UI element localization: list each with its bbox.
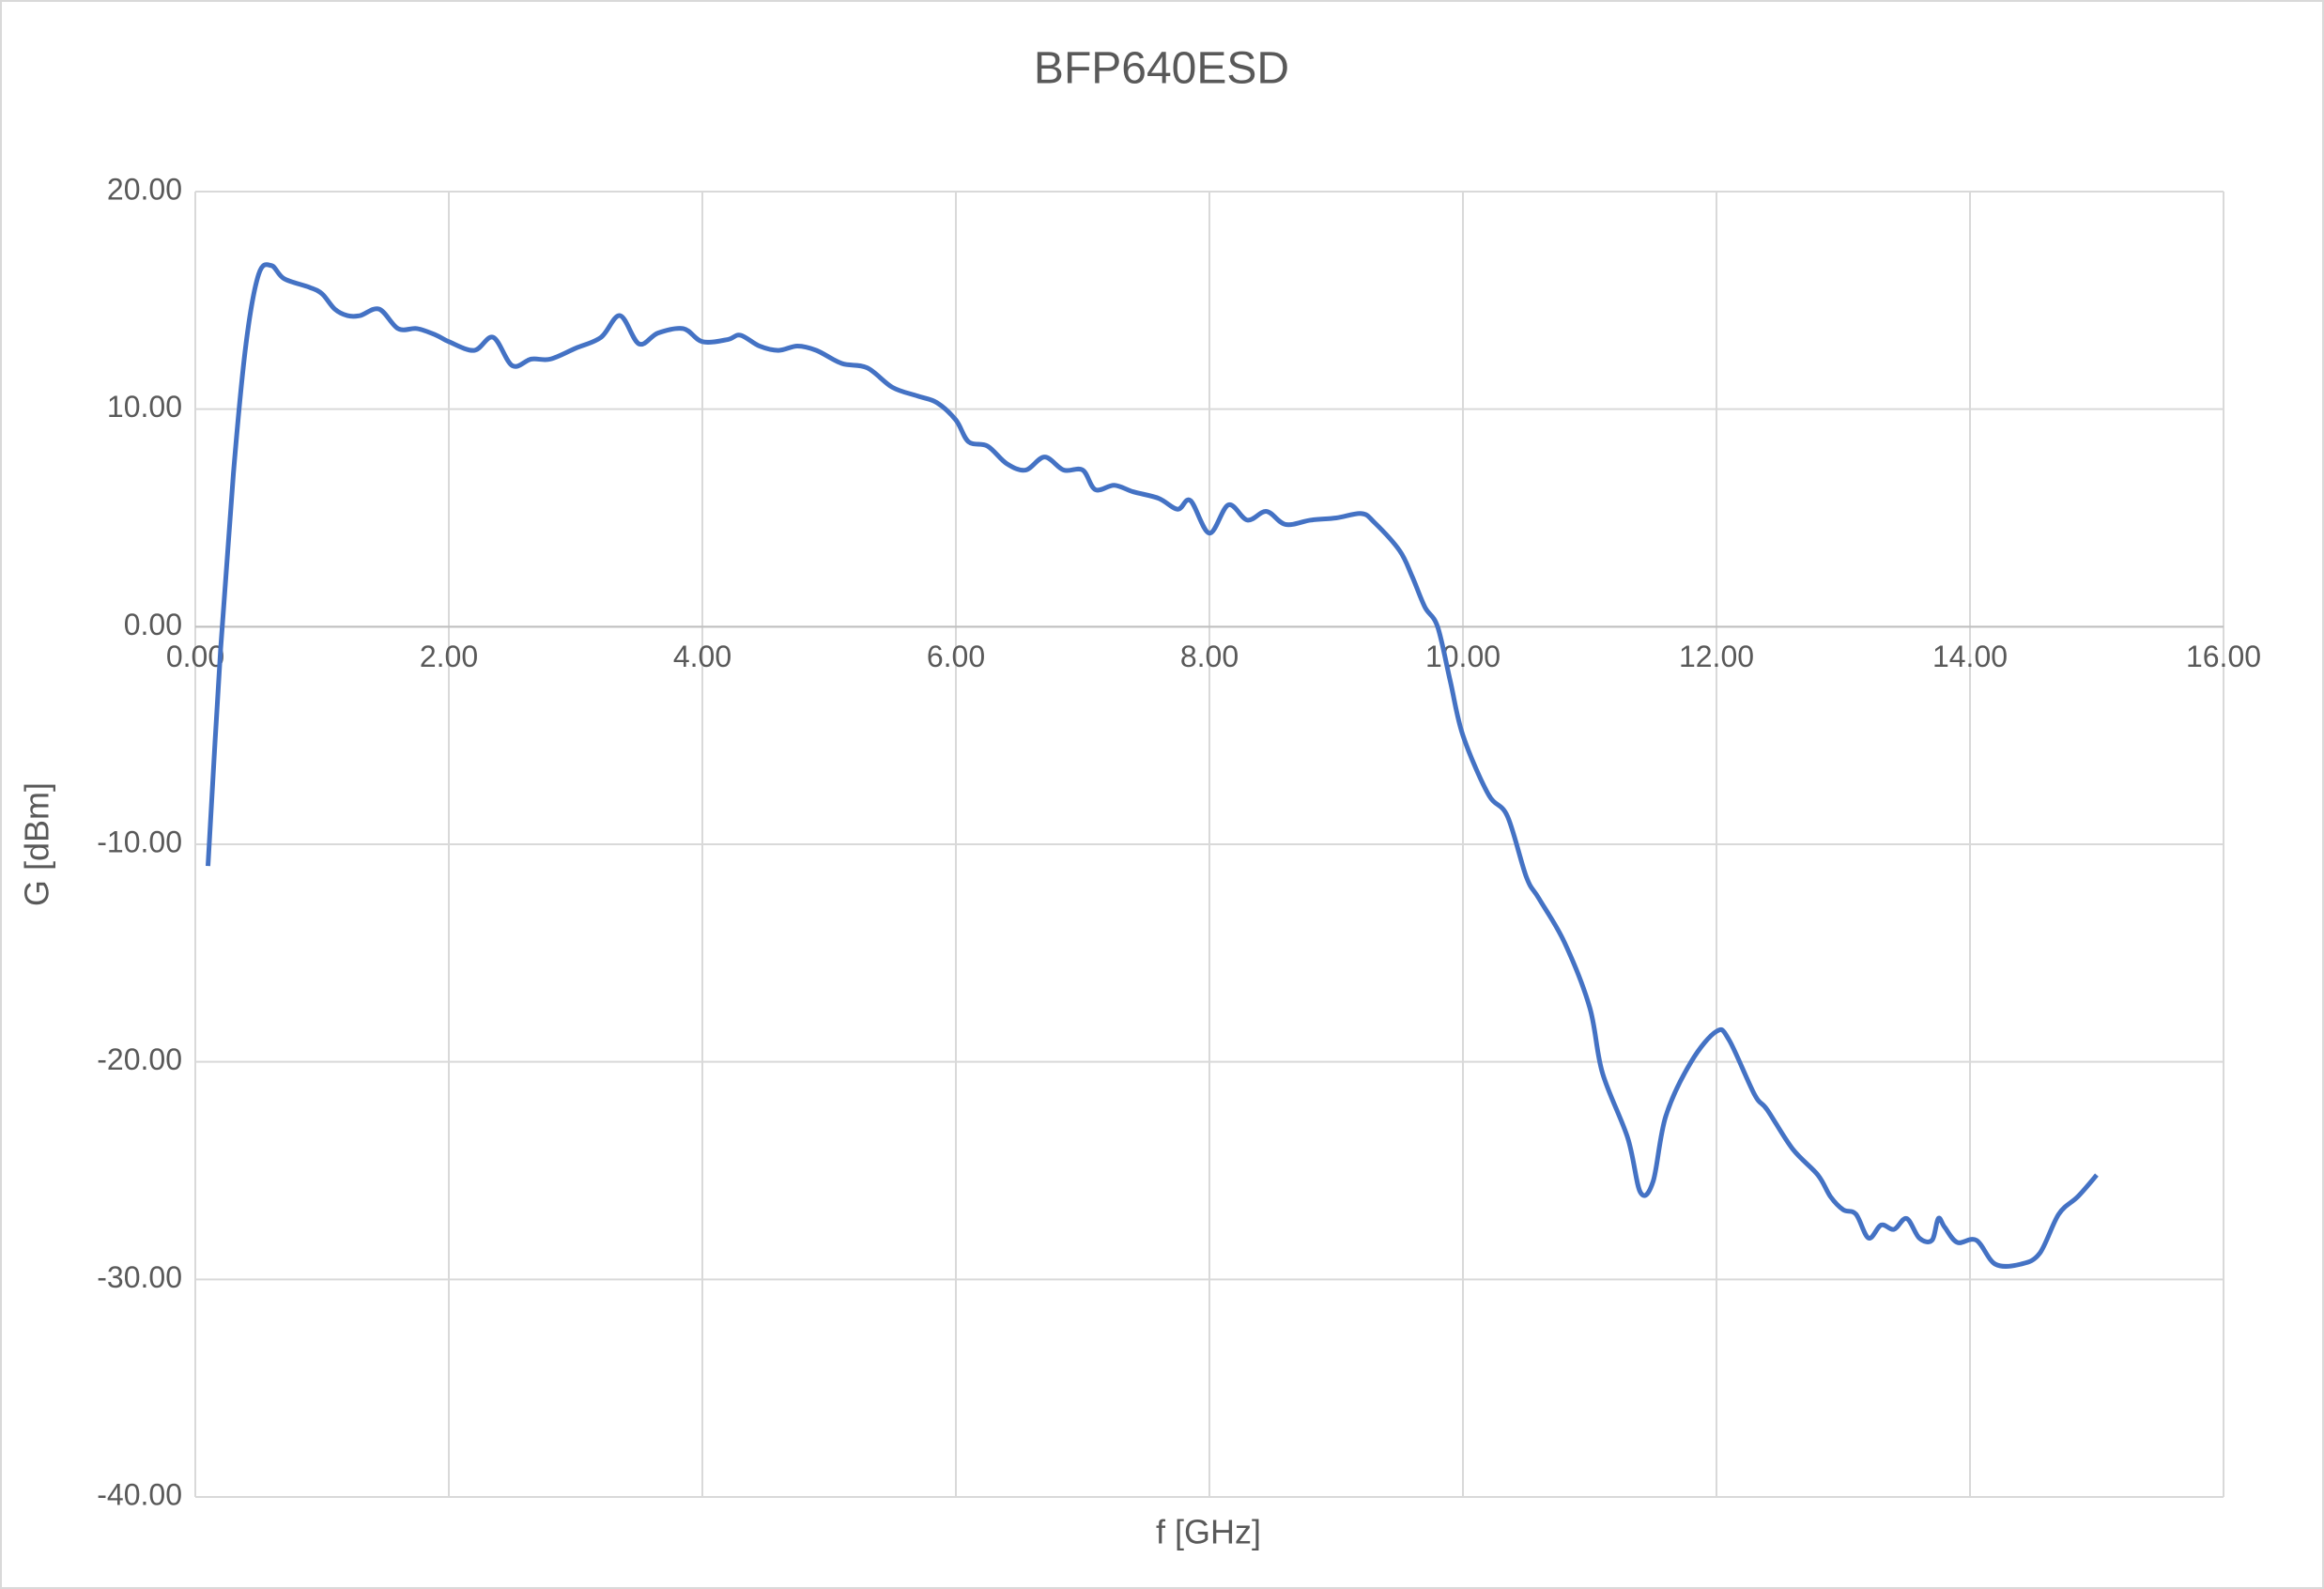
x-tick-label: 6.00 (927, 640, 985, 673)
y-tick-label: -30.00 (97, 1260, 182, 1294)
x-tick-label: 0.00 (166, 640, 224, 673)
y-tick-label: -10.00 (97, 825, 182, 858)
chart-title: BFP640ESD (1034, 44, 1289, 94)
x-tick-label: 12.00 (1679, 640, 1754, 673)
x-tick-label: 16.00 (2186, 640, 2261, 673)
y-tick-label: 10.00 (107, 390, 182, 424)
x-tick-label: 10.00 (1425, 640, 1501, 673)
x-tick-label: 2.00 (420, 640, 478, 673)
x-tick-label: 8.00 (1180, 640, 1239, 673)
x-tick-label: 14.00 (1932, 640, 2008, 673)
y-tick-label: -40.00 (97, 1477, 182, 1511)
x-axis-title: f [GHz] (1156, 1513, 1261, 1551)
y-tick-label: 0.00 (124, 608, 182, 641)
y-tick-label: 20.00 (107, 172, 182, 206)
data-line (206, 262, 2099, 1269)
y-axis-title: G [dBm] (18, 782, 56, 906)
y-tick-label: -20.00 (97, 1042, 182, 1076)
x-tick-label: 4.00 (673, 640, 731, 673)
